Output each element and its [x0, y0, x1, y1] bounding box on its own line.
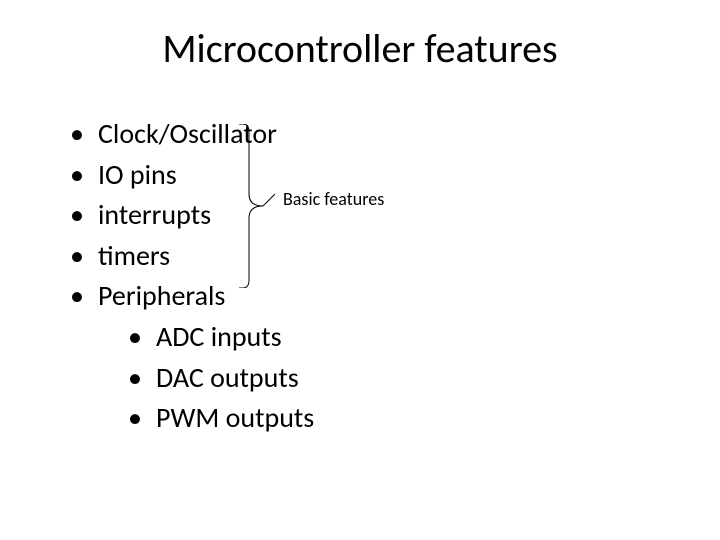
slide-title: Microcontroller features: [0, 24, 720, 73]
list-item-label: Peripherals: [98, 278, 225, 313]
list-item-label: Clock/Oscillator: [98, 116, 277, 151]
list-item-label: IO pins: [98, 157, 177, 192]
sub-list-item: PWM outputs: [70, 398, 314, 439]
annotation-label: Basic features: [283, 188, 384, 210]
list-item: Clock/Oscillator: [70, 114, 314, 155]
sub-list-item-label: ADC inputs: [156, 319, 282, 354]
sub-list-item-label: DAC outputs: [156, 360, 299, 395]
list-item: interrupts: [70, 195, 314, 236]
list-item-label: interrupts: [98, 197, 211, 232]
sub-list-item: ADC inputs: [70, 317, 314, 358]
sub-list-item: DAC outputs: [70, 358, 314, 399]
sub-list-item-label: PWM outputs: [156, 400, 314, 435]
list-item-label: timers: [98, 238, 170, 273]
list-item: IO pins: [70, 155, 314, 196]
list-item: Peripherals: [70, 276, 314, 317]
bullet-list: Clock/Oscillator IO pins interrupts time…: [70, 114, 314, 439]
list-item: timers: [70, 236, 314, 277]
slide: Microcontroller features Clock/Oscillato…: [0, 0, 720, 540]
